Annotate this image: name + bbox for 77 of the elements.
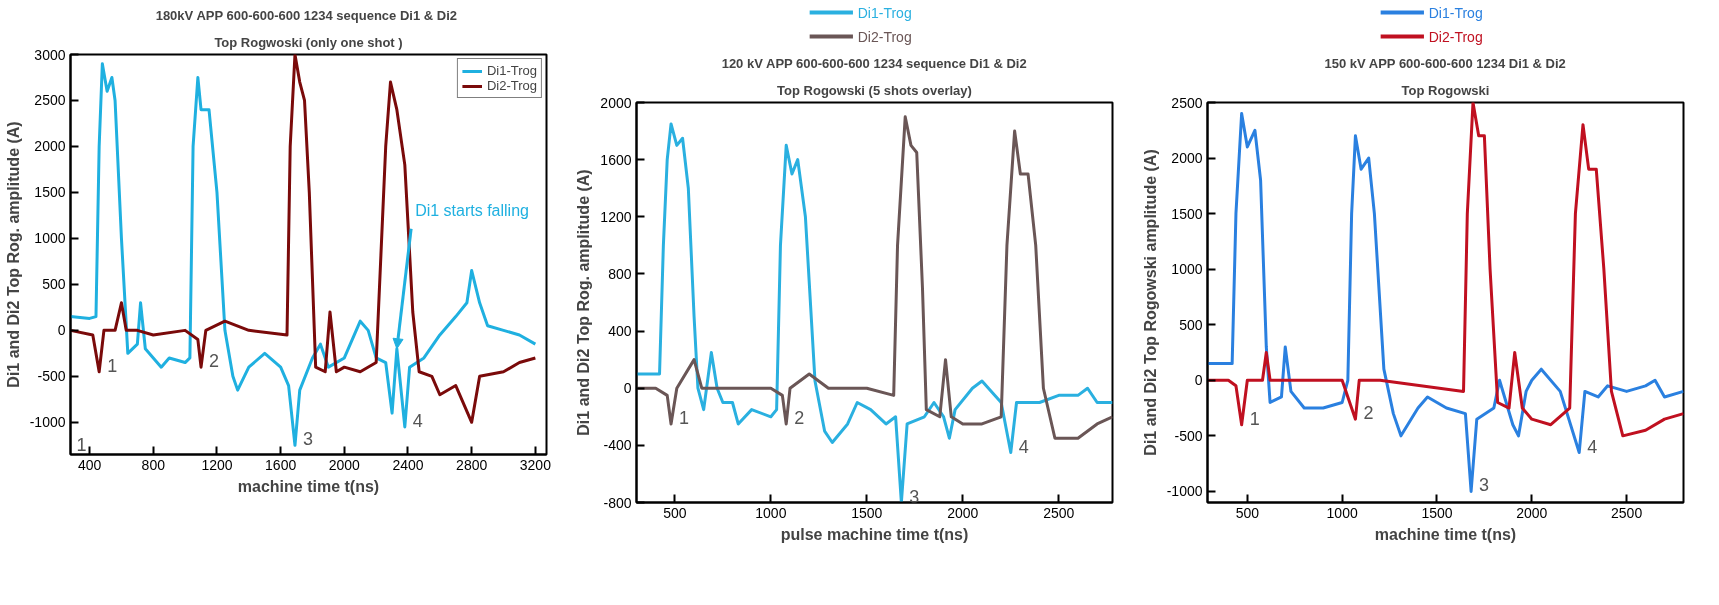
annotation: 4 [412,410,423,431]
x-tick-label: 2400 [392,456,424,473]
y-tick-label: -400 [603,437,632,454]
legend-label: Di2-Trog [1428,28,1483,45]
y-tick-label: 1500 [34,184,66,201]
annotation: 1 [679,407,690,428]
y-tick-label: 500 [42,276,66,293]
y-tick-label: 1500 [1171,205,1203,222]
x-axis-title: machine time t(ns) [237,477,380,495]
annotation: 4 [1018,436,1029,457]
line-series [1207,102,1684,438]
x-tick-label: 2500 [1043,504,1075,521]
x-tick-label: 2500 [1611,504,1643,521]
annotation: 3 [1479,475,1490,496]
x-tick-label: 1500 [1421,504,1453,521]
annotation: 2 [794,407,805,428]
annotation: 1 [76,434,87,455]
x-tick-label: 500 [663,504,687,521]
x-tick-label: 2000 [328,456,361,473]
x-tick-label: 800 [141,456,166,473]
y-axis-title: Di1 and Di2 Top Rog. amplitude (A) [575,169,593,436]
y-axis-title: Di1 and Di2 Top Rog. amplitude (A) [4,121,22,388]
y-tick-label: 800 [608,265,632,282]
line-series [1207,112,1684,493]
x-tick-label: 400 [77,456,102,473]
y-tick-label: 0 [1194,372,1203,389]
chart-title: 120 kV APP 600-600-600 1234 sequence Di1 & Di2 [721,55,1027,71]
chart-subtitle: Top Rogowski [1401,82,1490,98]
legend-label: Di1-Trog [486,63,537,78]
y-tick-label: 500 [1179,316,1203,333]
x-tick-label: 2000 [947,504,979,521]
x-tick-label: 1000 [755,504,787,521]
x-axis-title: machine time t(ns) [1374,525,1517,543]
x-tick-label: 1600 [265,456,297,473]
y-tick-label: 0 [57,322,66,339]
annotation: 2 [1363,403,1374,424]
legend-label: Di2-Trog [486,78,537,93]
legend-label: Di1-Trog [1428,4,1483,21]
y-tick-label: 2500 [34,92,66,109]
x-tick-label: 1000 [1326,504,1358,521]
x-axis-title: pulse machine time t(ns) [780,525,969,543]
x-tick-label: 1200 [201,456,233,473]
legend-label: Di2-Trog [857,28,912,45]
y-tick-label: 2000 [1171,150,1203,167]
chart-title: 180kV APP 600-600-600 1234 sequence Di1 & Di2 [155,7,458,23]
y-tick-label: 2500 [1171,94,1203,111]
y-tick-label: -500 [1174,427,1203,444]
y-tick-label: 3000 [34,46,66,63]
y-tick-label: -1000 [1166,483,1203,500]
annotation: 1 [107,355,118,376]
y-tick-label: 1000 [34,230,66,247]
y-tick-label: 1000 [1171,261,1203,278]
line-series [636,115,1113,440]
x-tick-label: 1500 [851,504,883,521]
legend-label: Di1-Trog [857,4,912,21]
chart-subtitle: Top Rogwoski (only one shot ) [214,34,403,50]
y-tick-label: -1000 [29,414,66,431]
x-tick-label: 2000 [1516,504,1548,521]
y-tick-label: 1200 [600,208,632,225]
y-tick-label: 0 [623,380,632,397]
chart-subtitle: Top Rogowski (5 shots overlay) [777,82,972,98]
annotation: Di1 starts falling [415,201,529,219]
y-tick-label: 2000 [600,94,632,111]
y-tick-label: 2000 [34,138,66,155]
x-tick-label: 2800 [456,456,488,473]
y-tick-label: -800 [603,494,632,511]
y-tick-label: 400 [608,323,632,340]
y-tick-label: -500 [37,368,66,385]
y-tick-label: 1600 [600,151,632,168]
annotation: 1 [1249,408,1260,429]
y-axis-title: Di1 and Di2 Top Rogowski amplitude (A) [1141,149,1159,456]
annotation: 4 [1587,436,1598,457]
annotation: 2 [209,351,220,372]
x-tick-label: 500 [1235,504,1260,521]
chart-title: 150 kV APP 600-600-600 1234 Di1 & Di2 [1324,55,1566,71]
x-tick-label: 3200 [519,456,552,473]
annotation: 3 [302,429,313,450]
